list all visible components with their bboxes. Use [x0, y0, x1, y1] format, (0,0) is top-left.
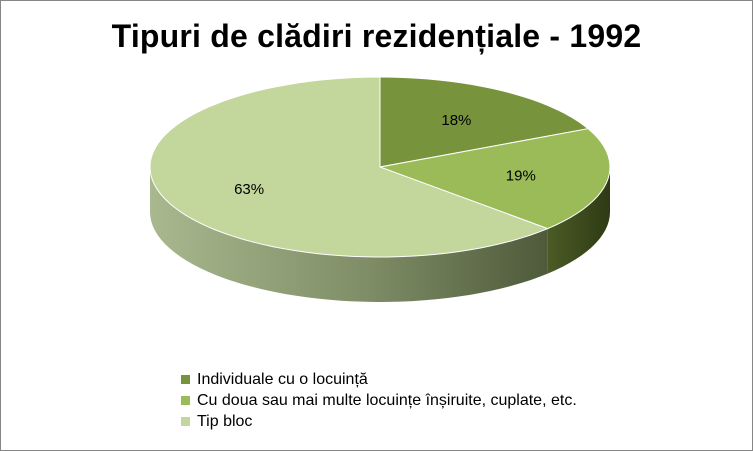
legend-item: Tip bloc — [181, 411, 577, 432]
legend-swatch — [181, 375, 190, 384]
legend-swatch — [181, 417, 190, 426]
chart-title: Tipuri de clădiri rezidențiale - 1992 — [111, 18, 642, 54]
pie-sides — [150, 167, 610, 302]
pie-side-3 — [150, 167, 548, 302]
pie-labels: 18% 19% 63% — [234, 112, 536, 198]
pie-slice-2 — [378, 128, 611, 230]
legend-label: Cu doua sau mai multe locuințe înșiruite… — [197, 391, 577, 409]
legend-item: Cu doua sau mai multe locuințe înșiruite… — [181, 390, 577, 411]
data-label-2: 19% — [506, 168, 536, 185]
pie-slice-1 — [379, 76, 590, 168]
legend-label: Individuale cu o locuință — [197, 370, 368, 388]
legend-label: Tip bloc — [197, 412, 253, 430]
pie-side-2 — [547, 167, 610, 274]
data-label-3: 63% — [234, 181, 264, 198]
legend: Individuale cu o locuință Cu doua sau mai… — [181, 369, 577, 432]
legend-item: Individuale cu o locuință — [181, 369, 577, 390]
legend-swatch — [181, 396, 190, 405]
pie-slice-3 — [149, 76, 550, 258]
data-label-1: 18% — [441, 112, 471, 129]
pie-tops — [149, 76, 611, 258]
